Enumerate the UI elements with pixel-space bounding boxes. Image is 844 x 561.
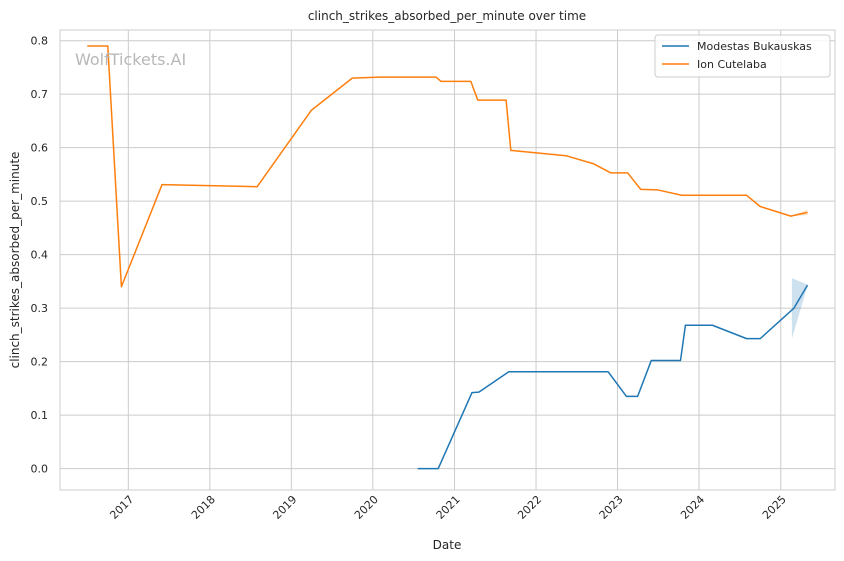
legend-box: [654, 34, 831, 78]
chart-title: clinch_strikes_absorbed_per_minute over …: [308, 9, 586, 23]
confidence-band-ion-cutelaba: [790, 209, 808, 217]
y-tick-label: 0.8: [31, 35, 49, 48]
legend-label-modestas-bukauskas: Modestas Bukauskas: [697, 40, 812, 53]
x-axis-label: Date: [433, 538, 462, 552]
watermark: WolfTickets.AI: [75, 50, 186, 69]
grid-lines: [60, 30, 835, 490]
series-line-modestas-bukauskas: [417, 284, 809, 470]
y-tick-label: 0.4: [31, 249, 49, 262]
y-axis-label: clinch_strikes_absorbed_per_minute: [8, 152, 22, 369]
y-tick-label: 0.1: [31, 409, 49, 422]
y-tick-label: 0.3: [31, 302, 49, 315]
y-axis-ticks: 0.0 0.1 0.2 0.3 0.4 0.5 0.6 0.7 0.8: [31, 35, 49, 476]
y-tick-label: 0.6: [31, 142, 49, 155]
y-tick-label: 0.0: [31, 463, 49, 476]
plot-border: [59, 29, 836, 491]
y-tick-label: 0.5: [31, 195, 49, 208]
y-tick-label: 0.2: [31, 356, 49, 369]
series-lines: [87, 45, 809, 470]
legend: Modestas Bukauskas Ion Cutelaba: [654, 34, 831, 78]
legend-label-ion-cutelaba: Ion Cutelaba: [697, 58, 767, 71]
y-tick-label: 0.7: [31, 88, 49, 101]
plot-area: [60, 30, 835, 490]
confidence-band-modestas-bukauskas: [791, 278, 808, 339]
confidence-bands: [790, 209, 808, 339]
series-line-ion-cutelaba: [87, 45, 808, 288]
